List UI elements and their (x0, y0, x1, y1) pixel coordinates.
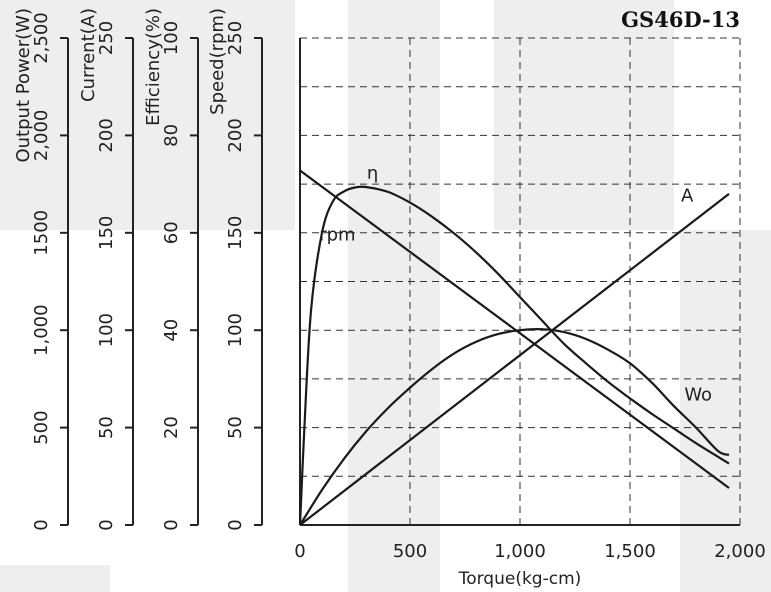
background-band (0, 0, 295, 230)
y-tick-label: 150 (225, 216, 246, 250)
y-tick-label: 0 (96, 519, 117, 530)
x-tick-label: 1,000 (494, 541, 546, 562)
x-tick-label: 2,000 (714, 541, 766, 562)
x-axis-title: Torque(kg-cm) (458, 569, 582, 589)
series-line-a (299, 192, 730, 526)
y-axis-title: Speed(rpm) (207, 8, 228, 115)
series-line-wo (299, 328, 730, 526)
background-band (494, 0, 674, 230)
y-tick-label: 1500 (31, 210, 52, 256)
y-tick-label: 250 (96, 21, 117, 55)
y-tick-label: 200 (225, 118, 246, 152)
y-tick-label: 100 (96, 313, 117, 347)
series-label-wo: Wo (684, 384, 712, 405)
y-tick-label: 60 (161, 221, 182, 244)
y-tick-label: 40 (161, 319, 182, 342)
y-tick-label: 150 (96, 216, 117, 250)
y-tick-label: 80 (161, 124, 182, 147)
y-tick-label: 250 (225, 21, 246, 55)
y-tick-label: 100 (161, 21, 182, 55)
chart-title: GS46D-13 (621, 7, 740, 32)
axes: 0 500 1,000 1,500 2,00005001,00015002,0002,5… (13, 8, 766, 562)
y-tick-label: 50 (225, 416, 246, 439)
y-tick-label: 200 (96, 118, 117, 152)
background-band (348, 0, 440, 592)
y-tick-label: 20 (161, 416, 182, 439)
y-tick-label: 500 (31, 410, 52, 444)
y-tick-label: 100 (225, 313, 246, 347)
background-band (0, 565, 110, 592)
x-tick-label: 1,500 (604, 541, 656, 562)
series-label-efficiency: η (367, 163, 378, 184)
y-tick-label: 50 (96, 416, 117, 439)
y-tick-label: 0 (225, 519, 246, 530)
series-label-rpm: rpm (319, 225, 355, 246)
y-tick-label: 0 (31, 519, 52, 530)
y-tick-label: 2,500 (31, 12, 52, 64)
series-line-rpm (299, 169, 730, 489)
series-label-a: A (681, 186, 694, 207)
grid (300, 37, 741, 525)
y-axis-title: Efficiency(%) (143, 8, 164, 126)
series-curves (298, 169, 730, 526)
y-tick-label: 2,000 (31, 110, 52, 162)
y-tick-label: 1,000 (31, 304, 52, 356)
y-axis-title: Current(A) (78, 8, 99, 102)
background-band (680, 230, 771, 592)
y-tick-label: 0 (161, 519, 182, 530)
series-line-efficiency (298, 185, 730, 526)
x-tick-label: 500 (393, 541, 427, 562)
x-tick-label: 0 (294, 541, 305, 562)
y-axis-title: Output Power(W) (13, 8, 34, 163)
series-labels: η rpm A Wo (319, 163, 712, 405)
